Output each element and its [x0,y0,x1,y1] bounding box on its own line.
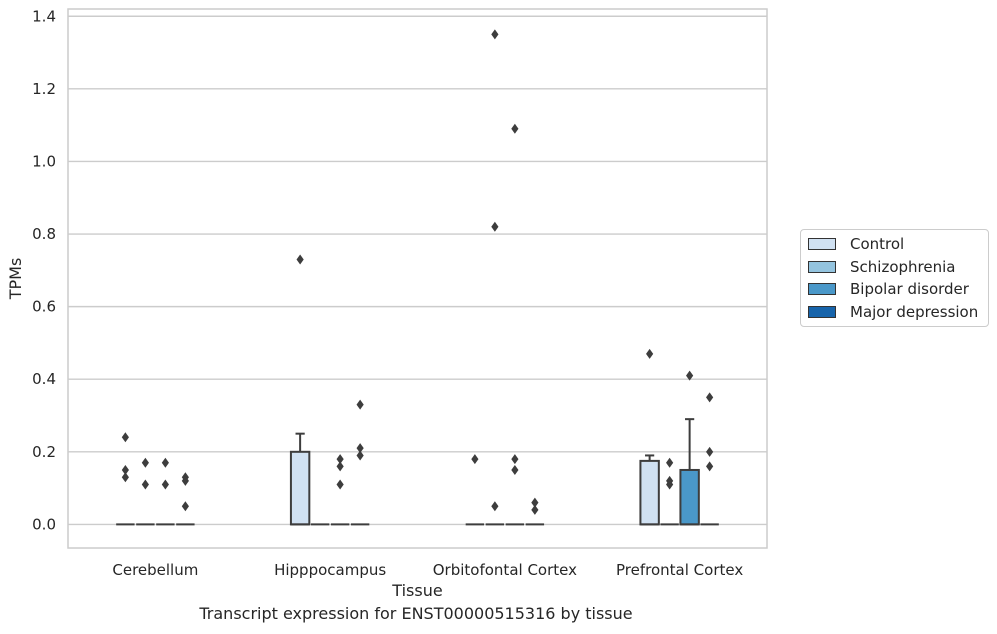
box-major-depression [176,472,195,526]
y-tick-label: 0.0 [32,515,56,533]
legend-item: Major depression [801,301,988,324]
outlier-point [471,454,479,465]
outlier-point [491,221,499,232]
y-tick-label: 1.0 [32,152,56,170]
outlier-point [511,464,519,475]
box-control [639,348,660,526]
box-schizophrenia [485,29,505,526]
outlier-point [706,461,714,472]
outlier-point [706,446,714,457]
outlier-point [511,123,519,134]
box-body [289,450,311,526]
outlier-point [666,479,674,490]
y-tick-label: 0.8 [32,225,56,243]
y-axis-label: TPMs [6,258,25,301]
outlier-point [336,454,344,465]
y-tick-label: 0.2 [32,443,56,461]
outlier-point [161,457,169,468]
outlier-point [161,479,169,490]
outlier-point [141,457,149,468]
box-major-depression [525,497,545,526]
legend-label: Schizophrenia [850,257,956,276]
box-control [116,432,135,526]
outlier-point [356,399,364,410]
gridlines [68,15,767,526]
outlier-point [336,461,344,472]
outlier-point [121,464,129,475]
outlier-point [296,254,304,265]
x-tick-label: Cerebellum [112,561,198,579]
x-tick-label: Prefrontal Cortex [616,561,743,579]
box-control [289,254,311,526]
y-tick-label: 0.4 [32,370,56,388]
outlier-point [686,370,694,381]
chart-caption: Transcript expression for ENST0000051531… [199,604,633,623]
y-tick-label: 1.2 [32,80,56,98]
outlier-point [491,501,499,512]
box-bipolar-disorder [330,454,350,526]
x-axis-label: Tissue [391,581,442,600]
box-schizophrenia [136,457,155,526]
box-bipolar-disorder [505,123,525,526]
legend-item: Control [801,233,988,256]
outlier-point [181,475,189,486]
outlier-point [706,392,714,403]
outlier-point [491,29,499,40]
x-tick-label: Hipppocampus [274,561,386,579]
outlier-point [141,479,149,490]
box-major-depression [350,399,370,526]
legend-label: Major depression [850,302,979,321]
y-tick-labels: 0.0 0.2 0.4 0.6 0.8 1.0 1.2 1.4 [32,7,56,533]
box-major-depression [700,392,719,526]
box-groups [116,29,719,526]
box-body [639,459,660,526]
outlier-point [356,443,364,454]
outlier-point [666,457,674,468]
outlier-point [646,348,654,359]
box-bipolar-disorder [679,370,700,526]
outlier-point [511,454,519,465]
outlier-point [531,504,539,515]
x-tick-label: Orbitofontal Cortex [433,561,577,579]
legend-label: Control [850,235,905,254]
chart-legend: Control Schizophrenia Bipolar disorder Majo… [800,229,989,327]
outlier-point [181,501,189,512]
legend-swatch [808,260,836,273]
plot-frame [67,8,768,549]
y-tick-label: 1.4 [32,7,56,25]
box-bipolar-disorder [156,457,175,526]
outlier-point [336,479,344,490]
box-schizophrenia [660,457,679,526]
legend-item: Schizophrenia [801,256,988,279]
legend-swatch [808,305,836,318]
y-tick-label: 0.6 [32,298,56,316]
outlier-point [356,450,364,461]
legend-item: Bipolar disorder [801,278,988,301]
x-tick-labels: Cerebellum Hipppocampus Orbitofontal Corte… [112,561,743,579]
outlier-point [531,497,539,508]
box-control [465,454,485,526]
legend-swatch [808,283,836,296]
outlier-point [121,472,129,483]
outlier-point [121,432,129,443]
box-body [679,468,700,526]
legend-swatch [808,238,836,251]
legend-label: Bipolar disorder [850,280,969,299]
